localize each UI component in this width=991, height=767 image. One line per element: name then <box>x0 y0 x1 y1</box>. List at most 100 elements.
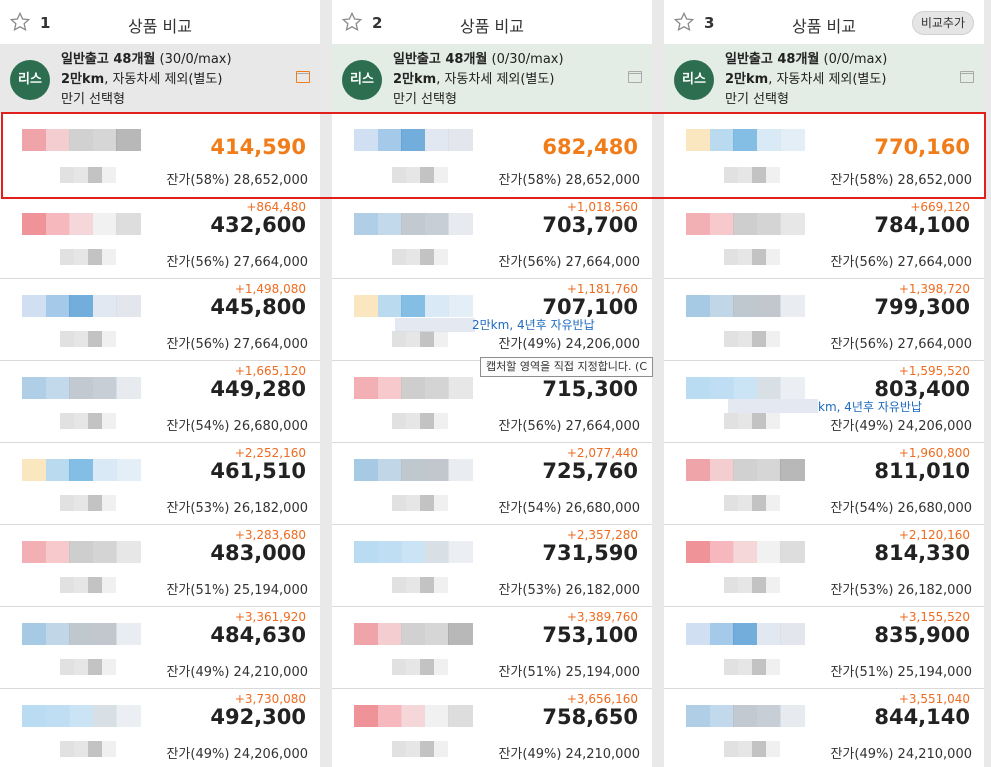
product-name-blurred <box>354 129 473 151</box>
monthly-price: 844,140 <box>874 705 970 729</box>
tax-note: , 자동차세 제외(별도) <box>104 72 223 87</box>
product-row[interactable]: +669,120 784,100 잔가(56%) 27,664,000 <box>664 197 984 279</box>
monthly-price: 770,160 <box>874 135 970 159</box>
monthly-price: 803,400 <box>874 377 970 401</box>
product-type-badge: 리스 <box>10 60 50 100</box>
residual-value: 잔가(49%) 24,206,000 <box>166 747 308 762</box>
product-row[interactable]: +1,398,720 799,300 잔가(56%) 27,664,000 <box>664 279 984 361</box>
residual-value: 잔가(49%) 24,210,000 <box>830 747 972 762</box>
product-row[interactable]: 414,590 잔가(58%) 28,652,000 <box>0 113 320 199</box>
info-line-1: 일반출고 48개월 (0/0/max) <box>725 48 887 67</box>
product-name-blurred <box>22 705 141 727</box>
contract-deposit: (0/30/max) <box>487 52 564 67</box>
product-info: 리스 일반출고 48개월 (30/0/max) 2만km, 자동차세 제외(별도) 만… <box>0 44 320 114</box>
product-sub-blurred <box>724 167 781 183</box>
product-name-blurred <box>354 623 473 645</box>
residual-value: 잔가(49%) 24,210,000 <box>166 665 308 680</box>
product-row[interactable]: +3,283,680 483,000 잔가(51%) 25,194,000 <box>0 525 320 607</box>
product-row[interactable]: +864,480 432,600 잔가(56%) 27,664,000 <box>0 197 320 279</box>
capture-tooltip: 캡처할 영역을 직접 지정합니다. (C <box>480 357 654 377</box>
monthly-price: 703,700 <box>542 213 638 237</box>
star-icon[interactable] <box>341 11 363 33</box>
monthly-price: 461,510 <box>210 459 306 483</box>
monthly-price: 731,590 <box>542 541 638 565</box>
product-row[interactable]: +3,730,080 492,300 잔가(49%) 24,206,000 <box>0 689 320 767</box>
column-title: 상품 비교 <box>128 17 192 36</box>
add-compare-button[interactable]: 비교추가 <box>911 11 974 35</box>
star-icon[interactable] <box>673 11 695 33</box>
product-row[interactable]: +3,361,920 484,630 잔가(49%) 24,210,000 <box>0 607 320 689</box>
monthly-price: 414,590 <box>210 135 306 159</box>
product-name-blurred <box>22 295 141 317</box>
product-name-blurred <box>686 459 805 481</box>
maturity-option: 만기 선택형 <box>725 92 789 107</box>
product-row[interactable]: +2,252,160 461,510 잔가(53%) 26,182,000 <box>0 443 320 525</box>
price-difference: +3,656,160 <box>566 692 638 706</box>
col2-hint-text: 2만km, 4년후 자유반납 <box>472 318 595 332</box>
product-row[interactable]: +3,656,160 758,650 잔가(49%) 24,210,000 <box>332 689 652 767</box>
window-icon[interactable] <box>628 71 642 83</box>
overlay-blur <box>395 318 475 332</box>
residual-value: 잔가(53%) 26,182,000 <box>166 501 308 516</box>
product-row[interactable]: +1,960,800 811,010 잔가(54%) 26,680,000 <box>664 443 984 525</box>
residual-value: 잔가(56%) 27,664,000 <box>166 255 308 270</box>
residual-value: 잔가(56%) 27,664,000 <box>498 419 640 434</box>
product-row[interactable]: +1,595,520 803,400 잔가(49%) 24,206,000 <box>664 361 984 443</box>
product-name-blurred <box>686 377 805 399</box>
product-sub-blurred <box>724 577 781 593</box>
column-header: 상품 비교 2 <box>332 0 652 44</box>
product-type-badge: 리스 <box>342 60 382 100</box>
product-name-blurred <box>22 459 141 481</box>
product-name-blurred <box>686 129 805 151</box>
column-number: 2 <box>372 14 383 32</box>
product-name-blurred <box>354 541 473 563</box>
residual-value: 잔가(54%) 26,680,000 <box>166 419 308 434</box>
product-row[interactable]: +3,155,520 835,900 잔가(51%) 25,194,000 <box>664 607 984 689</box>
product-name-blurred <box>686 705 805 727</box>
info-line-2: 2만km, 자동차세 제외(별도) <box>725 68 886 87</box>
monthly-price: 753,100 <box>542 623 638 647</box>
product-name-blurred <box>686 213 805 235</box>
star-icon[interactable] <box>9 11 31 33</box>
residual-value: 잔가(53%) 26,182,000 <box>498 583 640 598</box>
maturity-option: 만기 선택형 <box>393 92 457 107</box>
product-row[interactable]: 770,160 잔가(58%) 28,652,000 <box>664 113 984 199</box>
product-row[interactable]: +1,665,120 449,280 잔가(54%) 26,680,000 <box>0 361 320 443</box>
product-name-blurred <box>354 295 473 317</box>
monthly-price: 484,630 <box>210 623 306 647</box>
info-line-2: 2만km, 자동차세 제외(별도) <box>393 68 554 87</box>
residual-value: 잔가(53%) 26,182,000 <box>830 583 972 598</box>
residual-value: 잔가(54%) 26,680,000 <box>498 501 640 516</box>
product-info: 리스 일반출고 48개월 (0/0/max) 2만km, 자동차세 제외(별도) 만기… <box>664 44 984 114</box>
monthly-price: 682,480 <box>542 135 638 159</box>
contract-term: 일반출고 48개월 <box>725 52 820 67</box>
product-row[interactable]: +2,077,440 725,760 잔가(54%) 26,680,000 <box>332 443 652 525</box>
product-row[interactable]: +3,551,040 844,140 잔가(49%) 24,210,000 <box>664 689 984 767</box>
product-name-blurred <box>22 623 141 645</box>
product-row[interactable]: +2,357,280 731,590 잔가(53%) 26,182,000 <box>332 525 652 607</box>
info-line-1: 일반출고 48개월 (0/30/max) <box>393 48 564 67</box>
product-sub-blurred <box>392 495 449 511</box>
monthly-price: 715,300 <box>542 377 638 401</box>
product-name-blurred <box>354 213 473 235</box>
product-sub-blurred <box>392 659 449 675</box>
product-row[interactable]: +1,498,080 445,800 잔가(56%) 27,664,000 <box>0 279 320 361</box>
cheapest-row-highlight <box>1 112 986 199</box>
product-sub-blurred <box>392 249 449 265</box>
window-icon[interactable] <box>296 71 310 83</box>
residual-value: 잔가(49%) 24,206,000 <box>498 337 640 352</box>
price-difference: +3,283,680 <box>234 528 306 542</box>
monthly-price: 811,010 <box>874 459 970 483</box>
product-row[interactable]: 682,480 잔가(58%) 28,652,000 <box>332 113 652 199</box>
window-icon[interactable] <box>960 71 974 83</box>
product-row[interactable]: +2,120,160 814,330 잔가(53%) 26,182,000 <box>664 525 984 607</box>
product-row[interactable]: +3,389,760 753,100 잔가(51%) 25,194,000 <box>332 607 652 689</box>
product-sub-blurred <box>392 167 449 183</box>
product-row[interactable]: +1,018,560 703,700 잔가(56%) 27,664,000 <box>332 197 652 279</box>
product-sub-blurred <box>392 577 449 593</box>
monthly-price: 707,100 <box>542 295 638 319</box>
residual-value: 잔가(56%) 27,664,000 <box>830 255 972 270</box>
monthly-price: 758,650 <box>542 705 638 729</box>
price-difference: +1,498,080 <box>234 282 306 296</box>
